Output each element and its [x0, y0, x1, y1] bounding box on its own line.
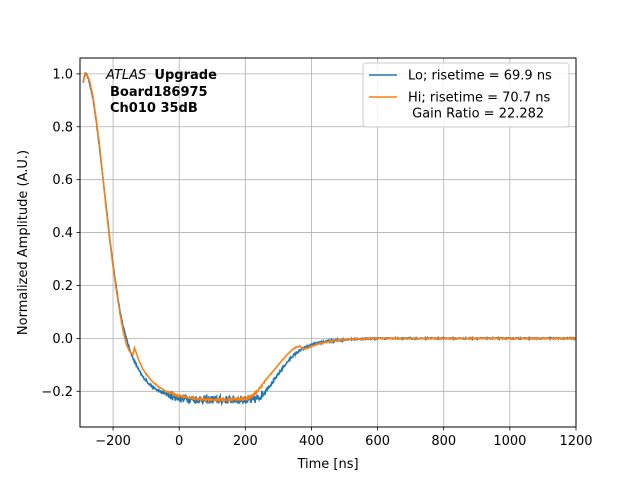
- x-tick-label: −200: [95, 434, 131, 449]
- annotation-tag: Upgrade: [154, 68, 217, 83]
- y-axis-label: Normalized Amplitude (A.U.): [16, 150, 31, 335]
- annotation-line-1: ATLAS Upgrade: [105, 68, 217, 83]
- x-axis-label: Time [ns]: [296, 457, 358, 472]
- y-tick-label: 1.0: [52, 67, 73, 82]
- x-tick-label: 800: [431, 434, 456, 449]
- series-layer: [82, 71, 576, 407]
- annotation-board: Board186975: [110, 85, 208, 100]
- annotation-experiment: ATLAS: [105, 68, 146, 83]
- y-tick-label: 0.4: [52, 226, 73, 241]
- series-line-hi: [82, 71, 576, 404]
- x-tick-label: 0: [175, 434, 183, 449]
- x-tick-label: 1000: [493, 434, 526, 449]
- atlas-annotation: ATLAS Upgrade Board186975 Ch010 35dB: [105, 68, 217, 116]
- ticks: −200 0 200 400 600 800 1000 1200 −0.2 0.0 0.2 0.4 0.…: [41, 67, 592, 449]
- legend-box: [362, 62, 570, 128]
- y-tick-label: 0.8: [52, 120, 73, 135]
- y-tick-label: −0.2: [41, 385, 73, 400]
- x-tick-label: 600: [365, 434, 390, 449]
- annotation-channel: Ch010 35dB: [110, 101, 198, 116]
- x-tick-label: 400: [299, 434, 324, 449]
- y-tick-label: 0.6: [52, 173, 73, 188]
- x-tick-label: 1200: [559, 434, 592, 449]
- legend-entry-lo: Lo; risetime = 69.9 ns: [408, 69, 552, 84]
- y-tick-label: 0.2: [52, 279, 73, 294]
- legend-entry-hi: Hi; risetime = 70.7 ns Gain Ratio = 22.2…: [408, 91, 550, 122]
- plot-frame: [79, 57, 577, 428]
- y-tick-label: 0.0: [52, 332, 73, 347]
- legend: Lo; risetime = 69.9 ns Hi; risetime = 70.…: [362, 62, 570, 128]
- x-tick-label: 200: [233, 434, 258, 449]
